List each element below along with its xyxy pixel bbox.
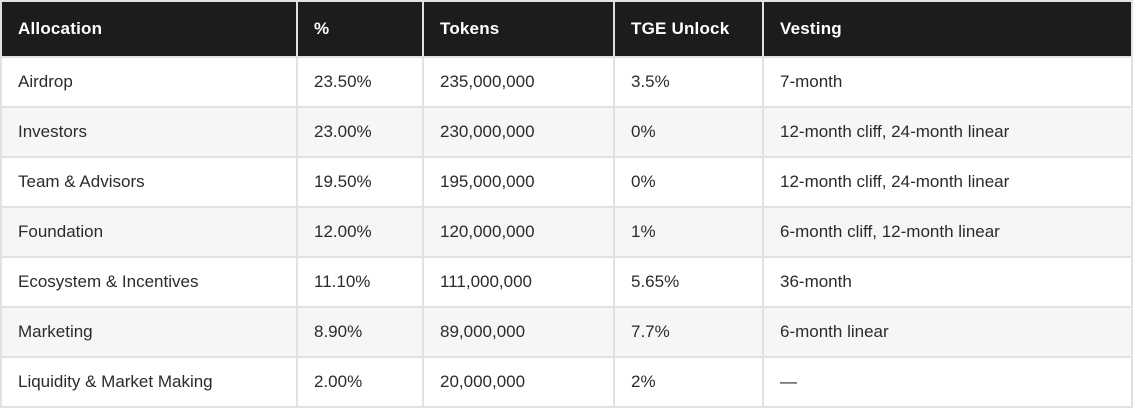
table-row: Investors 23.00% 230,000,000 0% 12-month cli… xyxy=(0,106,1133,158)
tge-unlock-cell: 1% xyxy=(613,206,764,258)
tge-unlock-cell: 0% xyxy=(613,106,764,158)
allocation-cell: Liquidity & Market Making xyxy=(0,356,298,408)
tge-unlock-cell: 0% xyxy=(613,156,764,208)
vesting-cell: 7-month xyxy=(762,56,1133,108)
allocation-cell: Team & Advisors xyxy=(0,156,298,208)
allocation-cell: Investors xyxy=(0,106,298,158)
tge-unlock-cell: 7.7% xyxy=(613,306,764,358)
tokens-cell: 230,000,000 xyxy=(422,106,615,158)
allocation-cell: Airdrop xyxy=(0,56,298,108)
table-row: Ecosystem & Incentives 11.10% 111,000,000 5… xyxy=(0,256,1133,308)
tokens-cell: 111,000,000 xyxy=(422,256,615,308)
vesting-cell: 12-month cliff, 24-month linear xyxy=(762,156,1133,208)
tokens-cell: 235,000,000 xyxy=(422,56,615,108)
percent-cell: 23.00% xyxy=(296,106,424,158)
percent-cell: 8.90% xyxy=(296,306,424,358)
vesting-cell: 36-month xyxy=(762,256,1133,308)
vesting-cell: 6-month linear xyxy=(762,306,1133,358)
tge-unlock-cell: 5.65% xyxy=(613,256,764,308)
column-header-percent: % xyxy=(296,0,424,58)
column-header-allocation: Allocation xyxy=(0,0,298,58)
table-body: Airdrop 23.50% 235,000,000 3.5% 7-month Inves… xyxy=(0,56,1133,408)
table-row: Foundation 12.00% 120,000,000 1% 6-month cli… xyxy=(0,206,1133,258)
tokens-cell: 20,000,000 xyxy=(422,356,615,408)
tokens-cell: 195,000,000 xyxy=(422,156,615,208)
tge-unlock-cell: 2% xyxy=(613,356,764,408)
column-header-vesting: Vesting xyxy=(762,0,1133,58)
column-header-tokens: Tokens xyxy=(422,0,615,58)
column-header-tge-unlock: TGE Unlock xyxy=(613,0,764,58)
vesting-cell: — xyxy=(762,356,1133,408)
percent-cell: 23.50% xyxy=(296,56,424,108)
table-row: Marketing 8.90% 89,000,000 7.7% 6-month line… xyxy=(0,306,1133,358)
vesting-cell: 6-month cliff, 12-month linear xyxy=(762,206,1133,258)
table-row: Team & Advisors 19.50% 195,000,000 0% 12-mon… xyxy=(0,156,1133,208)
allocation-cell: Foundation xyxy=(0,206,298,258)
tge-unlock-cell: 3.5% xyxy=(613,56,764,108)
percent-cell: 19.50% xyxy=(296,156,424,208)
tokens-cell: 89,000,000 xyxy=(422,306,615,358)
percent-cell: 12.00% xyxy=(296,206,424,258)
allocation-cell: Ecosystem & Incentives xyxy=(0,256,298,308)
table-row: Liquidity & Market Making 2.00% 20,000,000… xyxy=(0,356,1133,408)
header-row: Allocation % Tokens TGE Unlock Vesting xyxy=(0,0,1133,58)
tokens-cell: 120,000,000 xyxy=(422,206,615,258)
percent-cell: 2.00% xyxy=(296,356,424,408)
percent-cell: 11.10% xyxy=(296,256,424,308)
allocation-cell: Marketing xyxy=(0,306,298,358)
table-row: Airdrop 23.50% 235,000,000 3.5% 7-month xyxy=(0,56,1133,108)
vesting-cell: 12-month cliff, 24-month linear xyxy=(762,106,1133,158)
